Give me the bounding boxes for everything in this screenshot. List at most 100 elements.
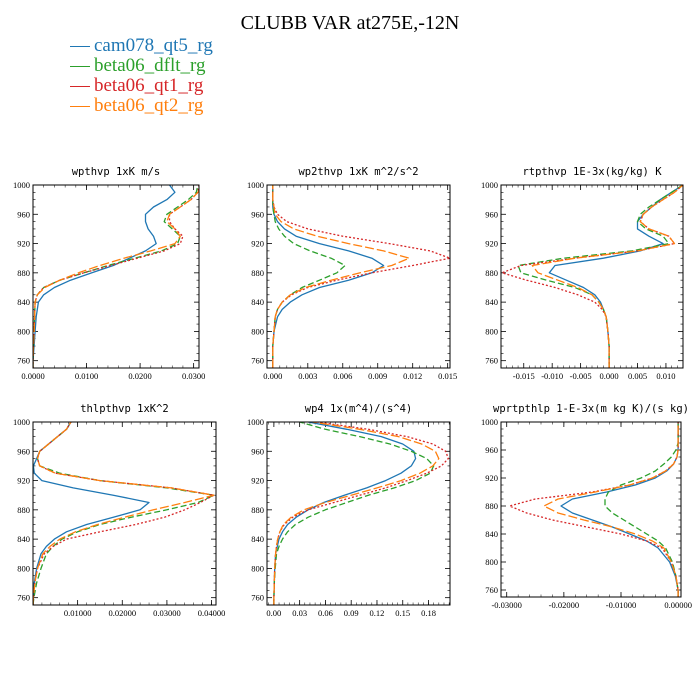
- x-tick-label: 0.010: [656, 371, 675, 381]
- series-group: [33, 422, 215, 605]
- y-tick-label: 800: [485, 557, 498, 567]
- y-tick-label: 920: [485, 473, 498, 483]
- y-tick-label: 840: [17, 297, 30, 307]
- plot-frame: [266, 184, 451, 369]
- legend-item-beta06-qt2-rg: beta06_qt2_rg: [70, 96, 213, 116]
- series-group: [501, 185, 683, 368]
- y-tick-label: 760: [485, 585, 498, 595]
- legend-swatch: [70, 105, 90, 107]
- y-tick-label: 960: [251, 209, 264, 219]
- series-line-beta06-qt1-rg: [273, 422, 449, 605]
- legend-swatch: [70, 85, 90, 87]
- legend-label: cam078_qt5_rg: [94, 35, 213, 56]
- y-tick-label: 800: [251, 563, 264, 573]
- panel-title: wprtpthlp 1-E-3x(m kg K)/(s kg): [493, 403, 689, 415]
- y-tick-label: 840: [17, 534, 30, 544]
- x-tick-label: -0.015: [513, 371, 535, 381]
- panel-title: thlpthvp 1xK^2: [80, 403, 169, 415]
- legend: cam078_qt5_rg beta06_dflt_rg beta06_qt1_…: [70, 36, 213, 116]
- series-line-beta06-qt1-rg: [501, 185, 683, 368]
- y-tick-label: 880: [485, 501, 498, 511]
- legend-label: beta06_dflt_rg: [94, 55, 206, 76]
- legend-item-beta06-dflt-rg: beta06_dflt_rg: [70, 56, 213, 76]
- plot-frame: [266, 421, 451, 606]
- y-tick-label: 840: [251, 534, 264, 544]
- y-tick-label: 1000: [481, 180, 498, 190]
- x-tick-label: 0.0100: [75, 371, 98, 381]
- x-tick-label: 0.0200: [128, 371, 151, 381]
- series-line-cam078-qt5-rg: [33, 422, 150, 605]
- x-tick-label: 0.012: [403, 371, 422, 381]
- series-line-cam078-qt5-rg: [548, 185, 683, 368]
- legend-label: beta06_qt1_rg: [94, 75, 204, 96]
- y-tick-label: 960: [485, 209, 498, 219]
- y-tick-label: 1000: [247, 417, 264, 427]
- y-tick-label: 880: [17, 268, 30, 278]
- series-line-beta06-qt2-rg: [273, 422, 440, 605]
- x-tick-label: 0.03: [292, 608, 307, 618]
- y-tick-label: 880: [251, 268, 264, 278]
- x-tick-label: 0.000: [600, 371, 619, 381]
- series-line-beta06-qt2-rg: [272, 185, 410, 368]
- x-tick-label: -0.03000: [491, 600, 521, 610]
- y-tick-label: 800: [251, 326, 264, 336]
- y-tick-label: 760: [17, 356, 30, 366]
- series-line-beta06-qt2-rg: [543, 422, 679, 597]
- series-line-beta06-dflt-rg: [272, 185, 346, 368]
- x-tick-label: 0.01000: [64, 608, 92, 618]
- panel-4: thlpthvp 1xK^2 760 800 840 880 920 960 1000 0.01…: [13, 403, 225, 618]
- y-tick-label: 880: [485, 268, 498, 278]
- x-tick-label: 0.03000: [153, 608, 181, 618]
- legend-swatch: [70, 45, 90, 47]
- y-tick-label: 1000: [481, 417, 498, 427]
- series-line-beta06-dflt-rg: [273, 422, 435, 605]
- y-tick-label: 920: [17, 476, 30, 486]
- panel-title: rtpthvp 1E-3x(kg/kg) K: [522, 166, 662, 178]
- x-tick-label: 0.0000: [21, 371, 44, 381]
- y-tick-label: 920: [251, 239, 264, 249]
- y-tick-label: 760: [17, 593, 30, 603]
- panel-3: rtpthvp 1E-3x(kg/kg) K 760 800 840 880 920 960…: [481, 166, 684, 381]
- x-tick-label: 0.009: [368, 371, 387, 381]
- x-tick-label: 0.09: [344, 608, 359, 618]
- x-tick-label: 0.15: [395, 608, 410, 618]
- y-tick-label: 840: [485, 297, 498, 307]
- series-group: [508, 422, 679, 597]
- panel-title: wp4 1x(m^4)/(s^4): [305, 403, 412, 415]
- x-tick-label: 0.0300: [182, 371, 205, 381]
- y-tick-label: 1000: [247, 180, 264, 190]
- panel-6: wprtpthlp 1-E-3x(m kg K)/(s kg) 760 800 840…: [481, 403, 692, 610]
- series-line-cam078-qt5-rg: [560, 422, 679, 597]
- y-tick-label: 760: [251, 356, 264, 366]
- series-group: [33, 185, 199, 368]
- y-tick-label: 760: [485, 356, 498, 366]
- legend-item-beta06-qt1-rg: beta06_qt1_rg: [70, 76, 213, 96]
- x-tick-label: -0.01000: [606, 600, 636, 610]
- x-tick-label: -0.02000: [549, 600, 579, 610]
- y-tick-label: 880: [17, 505, 30, 515]
- y-tick-label: 760: [251, 593, 264, 603]
- y-tick-label: 920: [485, 239, 498, 249]
- y-tick-label: 800: [17, 563, 30, 573]
- series-group: [273, 422, 449, 605]
- series-line-beta06-dflt-rg: [517, 185, 683, 368]
- plot-frame: [500, 421, 682, 598]
- series-line-beta06-qt1-rg: [33, 185, 199, 368]
- chart-main-title: CLUBB VAR at275E,-12N: [240, 12, 460, 34]
- x-tick-label: -0.010: [541, 371, 563, 381]
- y-tick-label: 960: [485, 445, 498, 455]
- y-tick-label: 1000: [13, 417, 30, 427]
- plot-frame: [32, 184, 200, 369]
- series-line-beta06-dflt-rg: [604, 422, 679, 597]
- series-line-beta06-qt2-rg: [33, 422, 215, 605]
- x-tick-label: 0.12: [370, 608, 385, 618]
- x-tick-label: 0.003: [298, 371, 317, 381]
- x-tick-label: 0.02000: [108, 608, 136, 618]
- x-tick-label: 0.000: [263, 371, 282, 381]
- series-line-beta06-qt2-rg: [531, 185, 683, 368]
- legend-item-cam078-qt5-rg: cam078_qt5_rg: [70, 36, 213, 56]
- y-tick-label: 840: [251, 297, 264, 307]
- panel-title: wpthvp 1xK m/s: [72, 166, 161, 178]
- legend-label: beta06_qt2_rg: [94, 95, 204, 116]
- series-line-beta06-qt1-rg: [508, 422, 679, 597]
